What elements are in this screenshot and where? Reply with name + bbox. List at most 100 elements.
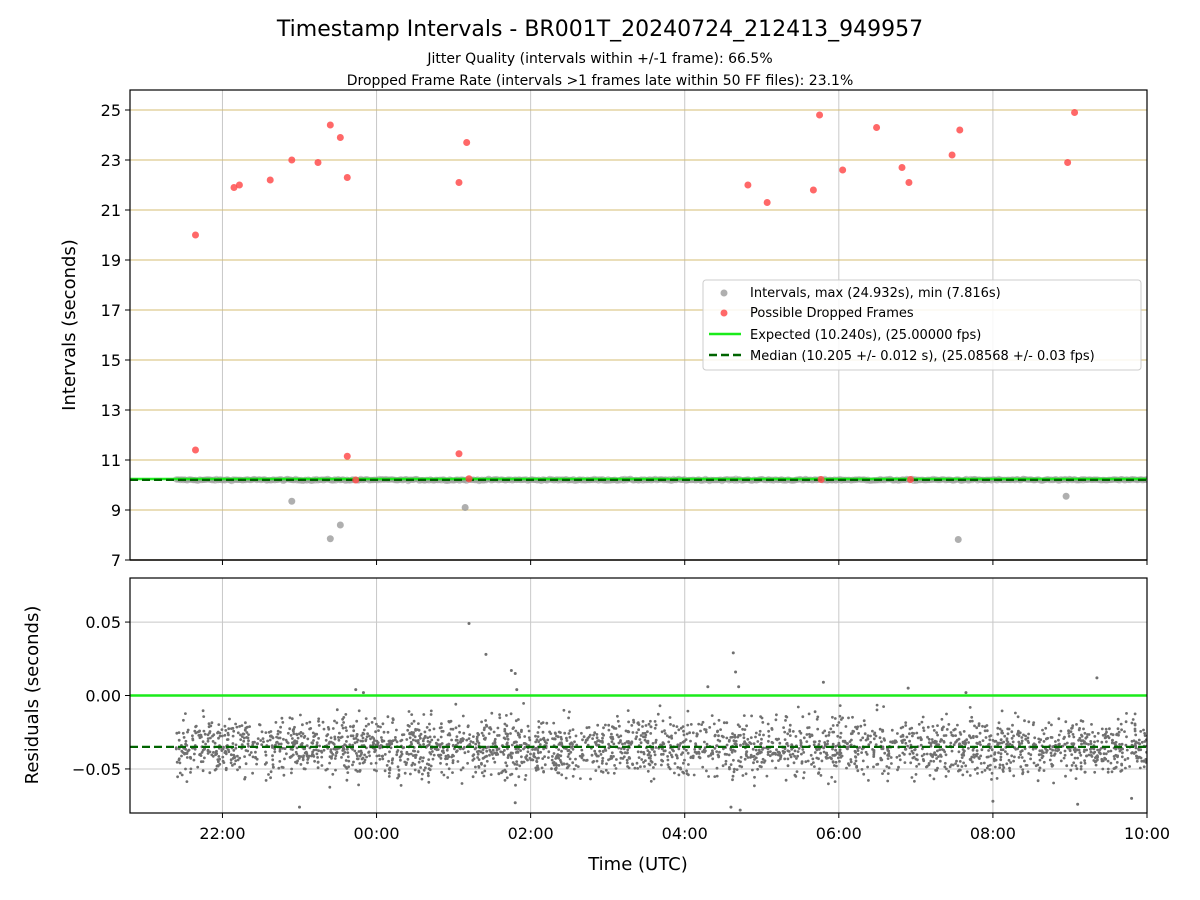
residual-point bbox=[406, 724, 410, 727]
residual-point bbox=[439, 757, 443, 760]
residual-point bbox=[567, 764, 571, 767]
residual-point bbox=[315, 732, 319, 736]
residual-point bbox=[998, 727, 1002, 731]
residual-point bbox=[676, 743, 680, 747]
residual-point bbox=[796, 754, 799, 758]
residual-point bbox=[391, 718, 395, 722]
residual-point bbox=[386, 715, 390, 719]
residual-point bbox=[734, 739, 738, 743]
residual-point bbox=[1001, 748, 1005, 752]
dropped-frame-point bbox=[763, 199, 771, 206]
residual-point bbox=[312, 748, 316, 752]
residual-point bbox=[786, 732, 790, 736]
residual-point bbox=[502, 753, 506, 756]
residual-point bbox=[802, 776, 805, 780]
dropped-frame-point bbox=[455, 450, 463, 458]
residual-point bbox=[1010, 736, 1014, 740]
residual-point bbox=[1133, 729, 1137, 733]
residual-point bbox=[998, 741, 1002, 745]
residual-point bbox=[229, 761, 233, 765]
residual-point bbox=[485, 749, 489, 753]
residual-point bbox=[960, 756, 964, 759]
residual-point bbox=[638, 738, 642, 741]
residual-point bbox=[489, 773, 493, 776]
residual-point bbox=[487, 732, 491, 735]
residual-point bbox=[451, 759, 455, 762]
residual-point bbox=[513, 740, 516, 744]
residual-point bbox=[637, 756, 641, 759]
residual-point bbox=[751, 747, 755, 751]
residual-point bbox=[679, 726, 683, 730]
residual-point bbox=[294, 760, 297, 764]
residual-point bbox=[248, 725, 252, 728]
residual-point bbox=[741, 727, 744, 731]
residual-point bbox=[949, 731, 953, 734]
residual-point bbox=[391, 739, 395, 743]
residual-point bbox=[889, 756, 893, 759]
residual-point bbox=[429, 713, 433, 716]
residual-point bbox=[1113, 757, 1116, 761]
residual-point bbox=[1021, 768, 1025, 771]
residual-point bbox=[387, 739, 391, 743]
residual-point bbox=[794, 735, 798, 738]
residual-point bbox=[928, 774, 932, 777]
residual-point bbox=[799, 731, 803, 735]
residual-point bbox=[476, 752, 480, 756]
residual-point bbox=[328, 785, 332, 789]
residual-point bbox=[686, 709, 690, 713]
residual-point bbox=[849, 732, 853, 736]
residual-point bbox=[679, 766, 682, 770]
residual-point bbox=[722, 747, 725, 751]
residual-point bbox=[451, 744, 455, 748]
residual-point bbox=[1118, 743, 1121, 746]
residual-point bbox=[944, 775, 948, 778]
residual-point bbox=[290, 767, 293, 771]
residual-point bbox=[862, 719, 866, 723]
residual-point bbox=[1109, 761, 1113, 765]
residual-point bbox=[531, 748, 534, 751]
residual-point bbox=[1050, 736, 1054, 739]
residual-point bbox=[573, 740, 576, 744]
residual-point bbox=[388, 743, 392, 747]
residual-point bbox=[175, 760, 179, 764]
residual-point bbox=[743, 728, 747, 731]
residual-point bbox=[245, 736, 249, 739]
residual-point bbox=[635, 735, 638, 738]
residual-point bbox=[711, 749, 714, 753]
residual-point bbox=[247, 739, 250, 743]
residual-point bbox=[1093, 735, 1097, 738]
residual-point bbox=[405, 738, 409, 741]
residual-point bbox=[727, 753, 731, 757]
residual-point bbox=[731, 774, 735, 778]
residual-point bbox=[562, 708, 566, 712]
residual-point bbox=[812, 743, 816, 747]
residual-point bbox=[925, 752, 929, 756]
residual-point bbox=[1057, 733, 1061, 737]
residual-point bbox=[885, 765, 889, 768]
residual-point bbox=[279, 742, 283, 746]
residual-point bbox=[606, 771, 610, 775]
residual-point bbox=[834, 760, 838, 764]
residual-point bbox=[248, 753, 252, 757]
residual-point bbox=[453, 747, 456, 751]
residual-point bbox=[979, 743, 982, 747]
residual-point bbox=[913, 748, 916, 752]
residual-point bbox=[1079, 761, 1083, 765]
residual-point bbox=[1050, 764, 1054, 768]
residual-point bbox=[1082, 727, 1085, 731]
residual-point bbox=[477, 741, 481, 745]
residual-point bbox=[320, 755, 324, 759]
residual-point bbox=[1089, 750, 1093, 754]
residual-point bbox=[647, 722, 651, 726]
residual-point bbox=[795, 770, 799, 773]
residual-point bbox=[692, 773, 696, 777]
residual-point bbox=[524, 755, 527, 759]
residual-point bbox=[333, 735, 337, 739]
residual-point bbox=[212, 733, 216, 737]
residual-point bbox=[649, 759, 653, 763]
residual-point bbox=[697, 755, 701, 759]
residual-point bbox=[1083, 740, 1086, 743]
residual-point bbox=[1050, 723, 1053, 727]
residual-point bbox=[642, 760, 645, 764]
residual-point bbox=[517, 775, 521, 779]
